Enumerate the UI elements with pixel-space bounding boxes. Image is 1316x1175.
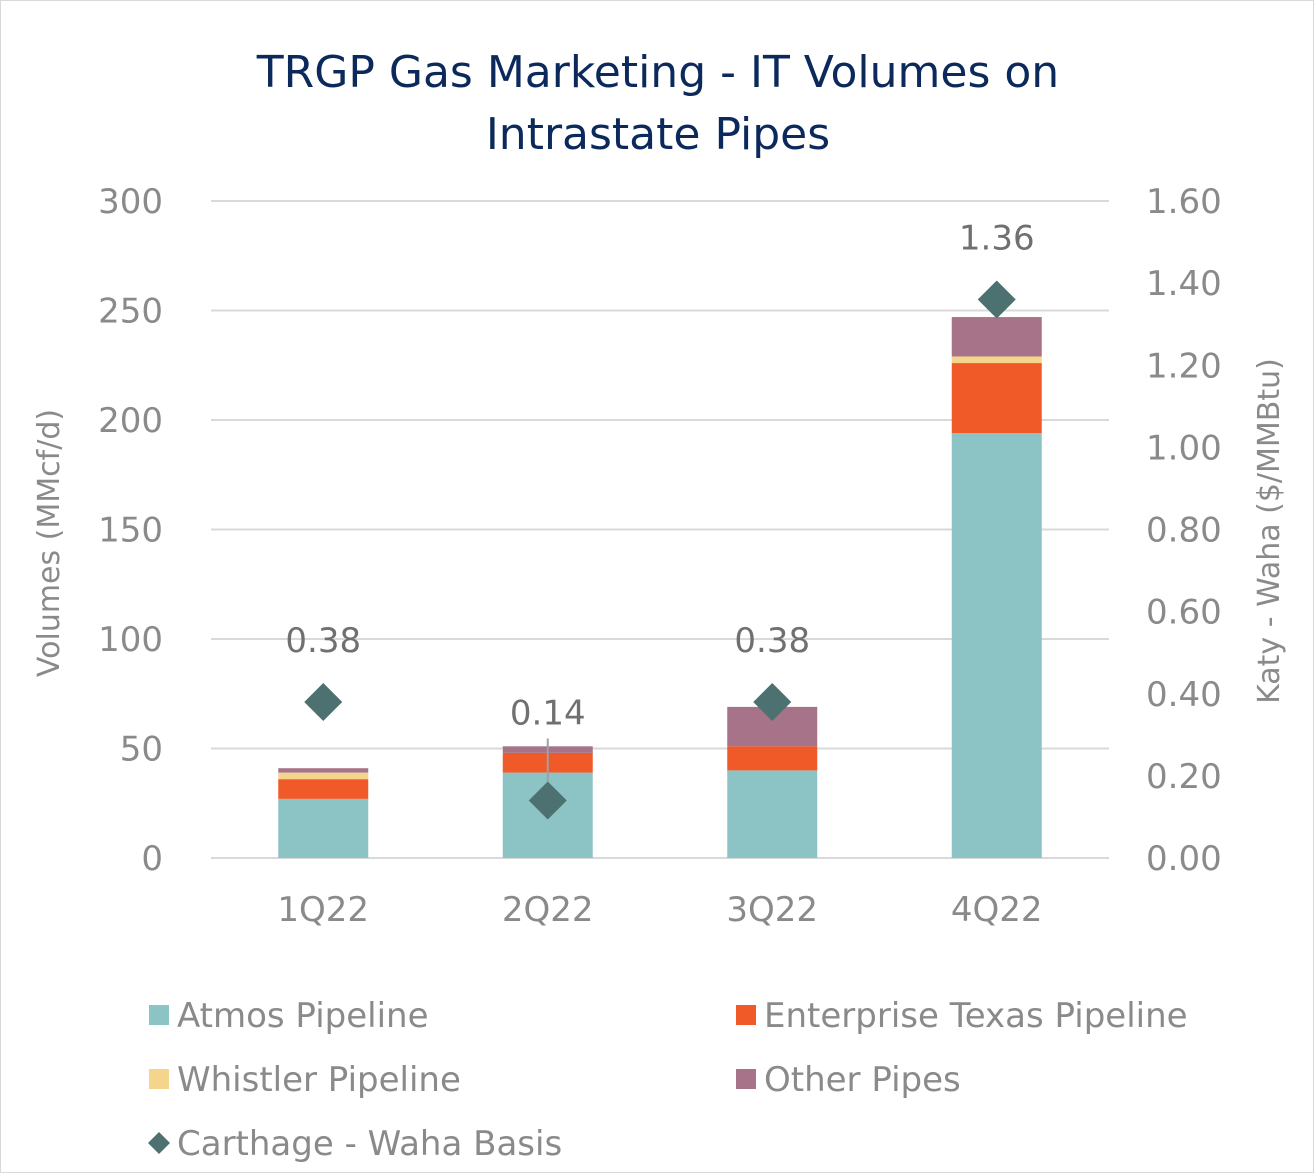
y2-tick-label: 0.00 — [1146, 839, 1222, 879]
bars — [278, 317, 1042, 858]
y2-tick-label: 1.60 — [1146, 182, 1222, 222]
legend-label: Enterprise Texas Pipeline — [764, 996, 1188, 1036]
x-tick-label: 3Q22 — [726, 890, 818, 930]
basis-marker — [304, 682, 343, 721]
bar-segment — [951, 433, 1042, 858]
legend-swatch — [736, 1005, 756, 1025]
y2-tick-label: 1.20 — [1146, 346, 1222, 386]
x-tick-label: 4Q22 — [951, 890, 1043, 930]
y-tick-label: 100 — [98, 620, 163, 660]
basis-marker — [753, 682, 792, 721]
x-tick-label: 2Q22 — [502, 890, 594, 930]
basis-marker — [977, 280, 1016, 319]
basis-markers — [304, 280, 1016, 820]
bar-segment — [951, 363, 1042, 434]
y2-tick-label: 0.60 — [1146, 593, 1222, 633]
bar-segment — [278, 798, 369, 858]
y2-tick-label: 1.40 — [1146, 264, 1222, 304]
legend-swatch — [149, 1005, 169, 1025]
bar-segment — [951, 356, 1042, 364]
legend-label: Carthage - Waha Basis — [177, 1124, 562, 1164]
basis-data-label: 0.38 — [734, 621, 810, 661]
basis-data-label: 0.38 — [285, 621, 361, 661]
chart-title-line2: Intrastate Pipes — [486, 109, 830, 160]
legend: Atmos Pipeline Enterprise Texas Pipeline W… — [148, 996, 1188, 1164]
legend-swatch — [736, 1069, 756, 1089]
y2-tick-label: 1.00 — [1146, 428, 1222, 468]
bar-segment — [278, 768, 369, 773]
y2-tick-label: 0.20 — [1146, 757, 1222, 797]
chart-title-line1: TRGP Gas Marketing - IT Volumes on — [256, 47, 1059, 98]
y-axis-ticks: 0 50 100 150 200 250 300 — [98, 182, 163, 879]
legend-label: Other Pipes — [764, 1060, 961, 1100]
legend-marker — [148, 1132, 170, 1154]
bar-segment — [278, 772, 369, 780]
x-tick-label: 1Q22 — [277, 890, 369, 930]
legend-swatch — [149, 1069, 169, 1089]
basis-data-label: 1.36 — [959, 219, 1035, 259]
basis-data-label: 0.14 — [510, 694, 586, 734]
gridlines — [211, 200, 1109, 859]
bar-segment — [278, 779, 369, 799]
x-axis-ticks: 1Q22 2Q22 3Q22 4Q22 — [277, 890, 1042, 930]
bar-segment — [727, 746, 818, 771]
y-tick-label: 300 — [98, 182, 163, 222]
y2-axis-title: Katy - Waha ($/MMBtu) — [1252, 358, 1287, 704]
bar-segment — [727, 770, 818, 858]
basis-data-labels: 0.38 0.14 0.38 1.36 — [285, 219, 1035, 782]
y2-tick-label: 0.40 — [1146, 675, 1222, 715]
y-tick-label: 200 — [98, 401, 163, 441]
y-tick-label: 250 — [98, 292, 163, 332]
y-tick-label: 50 — [120, 730, 163, 770]
y-tick-label: 0 — [141, 839, 163, 879]
basis-marker — [528, 781, 567, 820]
y-tick-label: 150 — [98, 511, 163, 551]
legend-label: Whistler Pipeline — [177, 1060, 461, 1100]
y2-tick-label: 0.80 — [1146, 511, 1222, 551]
y-axis-title: Volumes (MMcf/d) — [32, 409, 67, 677]
legend-label: Atmos Pipeline — [177, 996, 429, 1036]
y2-axis-ticks: 0.00 0.20 0.40 0.60 0.80 1.00 1.20 1.40 1.60 — [1146, 182, 1222, 879]
bar-segment — [951, 317, 1042, 357]
